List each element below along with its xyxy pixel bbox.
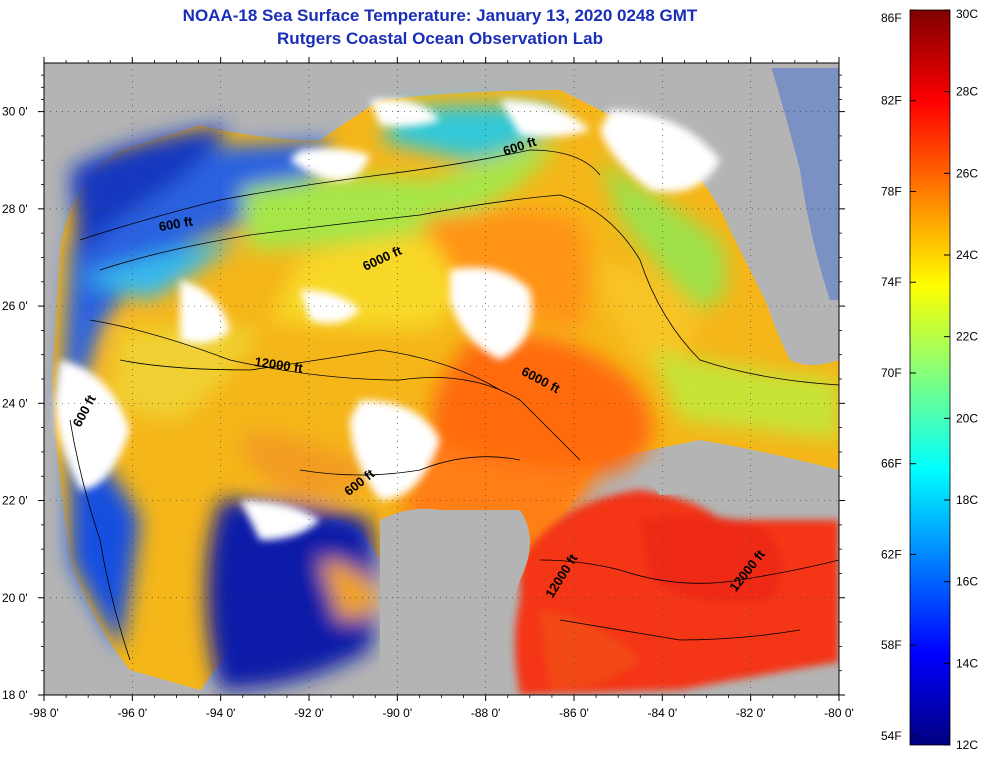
fahrenheit-label: 58F: [881, 638, 902, 652]
lat-tick-label: 22 0': [2, 494, 28, 508]
temperature-colorbar: 86F 82F 78F 74F 70F 66F 62F 58F 54F 30C 28C 26C 24C 2…: [881, 7, 978, 752]
axis-ticks: -98 0' -96 0' -94 0' -92 0' -90 0' -88 0' -86 …: [2, 57, 854, 720]
lon-tick-label: -98 0': [29, 706, 59, 720]
celsius-label: 12C: [956, 738, 978, 752]
fahrenheit-label: 70F: [881, 366, 902, 380]
lat-tick-label: 20 0': [2, 591, 28, 605]
contour-label: 12000 ft: [254, 354, 305, 376]
celsius-label: 18C: [956, 493, 978, 507]
lat-tick-label: 28 0': [2, 202, 28, 216]
lon-tick-label: -94 0': [206, 706, 236, 720]
fahrenheit-label: 82F: [881, 94, 902, 108]
fahrenheit-label: 78F: [881, 184, 902, 198]
fahrenheit-label: 86F: [881, 11, 902, 25]
celsius-label: 22C: [956, 330, 978, 344]
fahrenheit-label: 66F: [881, 457, 902, 471]
title-line-2: Rutgers Coastal Ocean Observation Lab: [277, 29, 603, 48]
colorbar-gradient: [909, 9, 951, 746]
celsius-label: 28C: [956, 85, 978, 99]
fahrenheit-label: 74F: [881, 275, 902, 289]
celsius-label: 30C: [956, 7, 978, 21]
celsius-label: 20C: [956, 411, 978, 425]
lat-tick-label: 24 0': [2, 396, 28, 410]
lon-tick-label: -90 0': [383, 706, 413, 720]
lon-tick-label: -80 0': [824, 706, 854, 720]
lat-lon-grid: [44, 63, 839, 695]
fahrenheit-label: 54F: [881, 729, 902, 743]
map-title: NOAA-18 Sea Surface Temperature: January…: [0, 4, 880, 50]
lon-tick-label: -86 0': [559, 706, 589, 720]
contour-label: 600 ft: [158, 213, 195, 234]
lat-tick-label: 18 0': [2, 688, 28, 702]
celsius-label: 26C: [956, 166, 978, 180]
lat-tick-label: 30 0': [2, 105, 28, 119]
lon-tick-label: -84 0': [648, 706, 678, 720]
lon-tick-label: -92 0': [294, 706, 324, 720]
bathymetry-contours: [69, 149, 839, 661]
lon-tick-label: -82 0': [736, 706, 766, 720]
lon-tick-label: -88 0': [471, 706, 501, 720]
celsius-label: 24C: [956, 248, 978, 262]
title-line-1: NOAA-18 Sea Surface Temperature: January…: [182, 6, 698, 25]
fahrenheit-label: 62F: [881, 547, 902, 561]
celsius-label: 14C: [956, 656, 978, 670]
lon-tick-label: -96 0': [118, 706, 148, 720]
sst-map: -98 0' -96 0' -94 0' -92 0' -90 0' -88 0' -86 …: [2, 57, 854, 720]
celsius-label: 16C: [956, 575, 978, 589]
lat-tick-label: 26 0': [2, 299, 28, 313]
land-masses: [44, 63, 839, 695]
caribbean-sst: [515, 490, 839, 695]
